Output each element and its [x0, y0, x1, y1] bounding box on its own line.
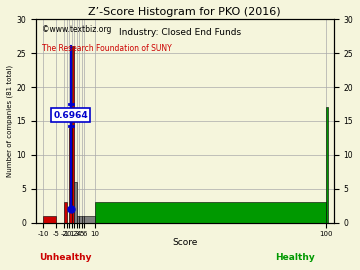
Y-axis label: Number of companies (81 total): Number of companies (81 total) — [7, 65, 13, 177]
Bar — [64, 202, 67, 223]
Bar — [79, 216, 82, 223]
Bar — [44, 216, 56, 223]
Bar — [74, 182, 77, 223]
Text: Industry: Closed End Funds: Industry: Closed End Funds — [119, 28, 241, 37]
Bar — [85, 216, 95, 223]
Bar — [82, 216, 85, 223]
Title: Z’-Score Histogram for PKO (2016): Z’-Score Histogram for PKO (2016) — [88, 7, 281, 17]
Text: Unhealthy: Unhealthy — [39, 254, 92, 262]
Bar — [77, 216, 79, 223]
Bar — [326, 107, 328, 223]
Text: The Research Foundation of SUNY: The Research Foundation of SUNY — [42, 43, 171, 53]
X-axis label: Score: Score — [172, 238, 197, 247]
Bar — [69, 128, 72, 223]
Bar — [95, 202, 326, 223]
Text: Healthy: Healthy — [275, 254, 315, 262]
Text: ©www.textbiz.org: ©www.textbiz.org — [42, 25, 111, 34]
Text: 0.6964: 0.6964 — [53, 111, 88, 120]
Bar — [72, 46, 74, 223]
